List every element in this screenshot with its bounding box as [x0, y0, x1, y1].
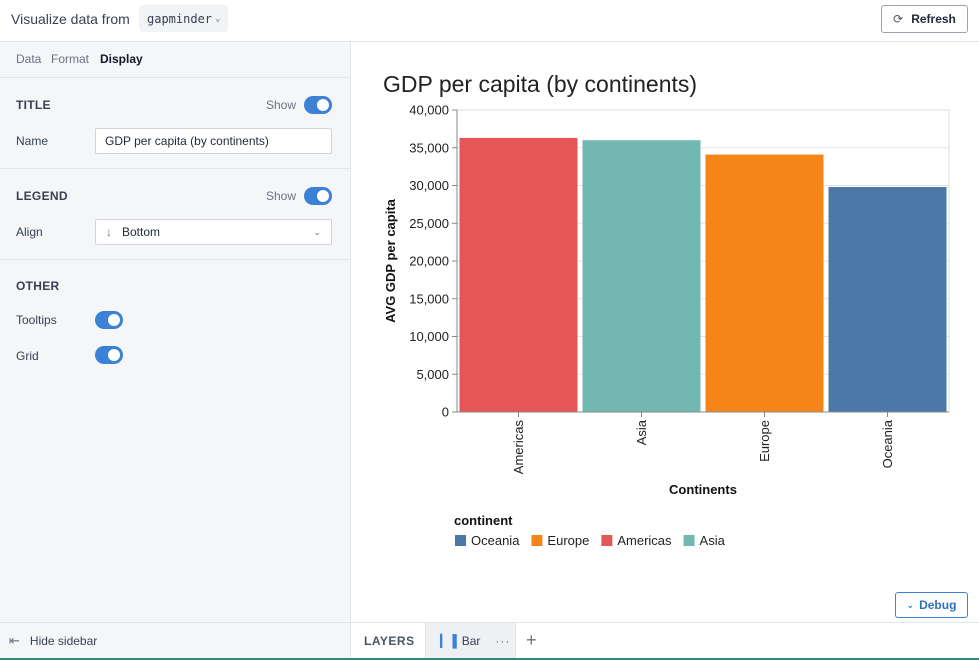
tab-format[interactable]: Format — [51, 52, 90, 66]
bottom-bar: ⇤ Hide sidebar LAYERS ▎▐ Bar ··· + — [0, 622, 979, 660]
legend-align-select[interactable]: ↓ Bottom ⌄ — [95, 219, 332, 245]
y-tick-label: 10,000 — [409, 329, 449, 344]
legend-section: LEGEND Show Align ↓ Bottom ⌄ — [0, 169, 350, 260]
y-tick-label: 20,000 — [409, 254, 449, 269]
title-show-label: Show — [265, 98, 296, 112]
chevron-down-icon: ⌄ — [215, 13, 221, 24]
title-name-label: Name — [16, 134, 49, 148]
title-name-input[interactable] — [95, 128, 332, 154]
bar-europe[interactable] — [705, 154, 824, 413]
sidebar: Data Format Display TITLE Show Name LEGE… — [0, 42, 351, 622]
datasource-select[interactable]: gapminder ⌄ — [139, 5, 229, 32]
refresh-icon: ⟳ — [893, 12, 904, 26]
x-tick-label: Europe — [757, 420, 772, 462]
grid-label: Grid — [16, 349, 39, 363]
y-tick-label: 5,000 — [416, 367, 449, 382]
top-bar: Visualize data from gapminder ⌄ ⟳ Refres… — [0, 0, 979, 42]
title-heading: TITLE — [16, 98, 51, 112]
legend-show-toggle[interactable] — [304, 187, 332, 205]
other-section: OTHER Tooltips Grid — [0, 260, 350, 380]
legend-swatch-europe — [531, 535, 543, 546]
y-axis-title: AVG GDP per capita — [383, 198, 398, 323]
tooltips-toggle[interactable] — [95, 311, 123, 329]
debug-button[interactable]: ⌄ Debug — [895, 592, 968, 618]
x-axis-title: Continents — [669, 482, 737, 497]
y-tick-label: 0 — [442, 405, 449, 420]
sidebar-tabs: Data Format Display — [0, 42, 350, 78]
other-heading: OTHER — [16, 279, 60, 293]
legend-label: Asia — [700, 533, 726, 548]
chart-area: GDP per capita (by continents) 0 5,000 10,… — [351, 42, 979, 582]
arrow-down-icon: ↓ — [106, 225, 112, 239]
chart-title: GDP per capita (by continents) — [383, 71, 697, 97]
legend: continent Oceania Europe Americas Asia — [454, 513, 726, 548]
tab-data[interactable]: Data — [16, 52, 42, 66]
debug-label: Debug — [919, 598, 957, 612]
legend-label: Oceania — [471, 533, 520, 548]
y-tick-label: 40,000 — [409, 103, 449, 118]
layer-name: Bar — [461, 634, 481, 648]
add-layer-icon[interactable]: + — [526, 630, 537, 650]
bar-oceania[interactable] — [828, 187, 947, 412]
title-show-toggle[interactable] — [304, 96, 332, 114]
layers-label: LAYERS — [364, 634, 415, 648]
bar-americas[interactable] — [459, 137, 578, 412]
grid-toggle[interactable] — [95, 346, 123, 364]
y-tick-label: 30,000 — [409, 178, 449, 193]
legend-label: Americas — [617, 533, 672, 548]
hide-sidebar-button[interactable]: ⇤ Hide sidebar — [0, 623, 351, 659]
datasource-value: gapminder — [147, 11, 213, 26]
refresh-button[interactable]: ⟳ Refresh — [881, 5, 968, 33]
legend-heading: LEGEND — [16, 189, 68, 203]
legend-show-label: Show — [265, 189, 296, 203]
title-section: TITLE Show Name — [0, 78, 350, 169]
hide-sidebar-label: Hide sidebar — [29, 634, 98, 648]
x-tick-label: Oceania — [880, 419, 895, 468]
y-tick-label: 25,000 — [409, 216, 449, 231]
legend-label: Europe — [547, 533, 589, 548]
legend-swatch-oceania — [455, 535, 466, 546]
legend-title: continent — [454, 513, 513, 528]
x-axis: Americas Asia Europe Oceania — [457, 411, 949, 475]
tab-display[interactable]: Display — [100, 52, 143, 66]
legend-align-value: Bottom — [122, 225, 161, 239]
bars — [459, 137, 947, 413]
bar-chart-icon: ▎▐ — [440, 634, 457, 648]
legend-align-label: Align — [16, 225, 43, 239]
y-tick-label: 15,000 — [409, 291, 449, 306]
refresh-label: Refresh — [911, 12, 956, 26]
legend-swatch-asia — [683, 535, 695, 546]
y-axis: 0 5,000 10,000 15,000 20,000 25,000 30,000 35,0… — [409, 103, 458, 420]
tooltips-label: Tooltips — [16, 313, 57, 327]
legend-swatch-americas — [601, 535, 613, 546]
x-tick-label: Americas — [511, 420, 526, 475]
chevron-down-icon: ⌄ — [313, 226, 321, 237]
bar-chart: GDP per capita (by continents) 0 5,000 10,… — [383, 71, 950, 548]
visualize-label: Visualize data from — [11, 11, 130, 27]
chevron-down-icon: ⌄ — [906, 599, 915, 610]
collapse-sidebar-icon: ⇤ — [9, 633, 20, 648]
x-tick-label: Asia — [634, 419, 649, 445]
more-icon[interactable]: ··· — [495, 634, 511, 648]
y-tick-label: 35,000 — [409, 140, 449, 155]
bar-asia[interactable] — [582, 140, 701, 412]
layer-tab-bar[interactable]: ▎▐ Bar ··· — [425, 623, 516, 659]
